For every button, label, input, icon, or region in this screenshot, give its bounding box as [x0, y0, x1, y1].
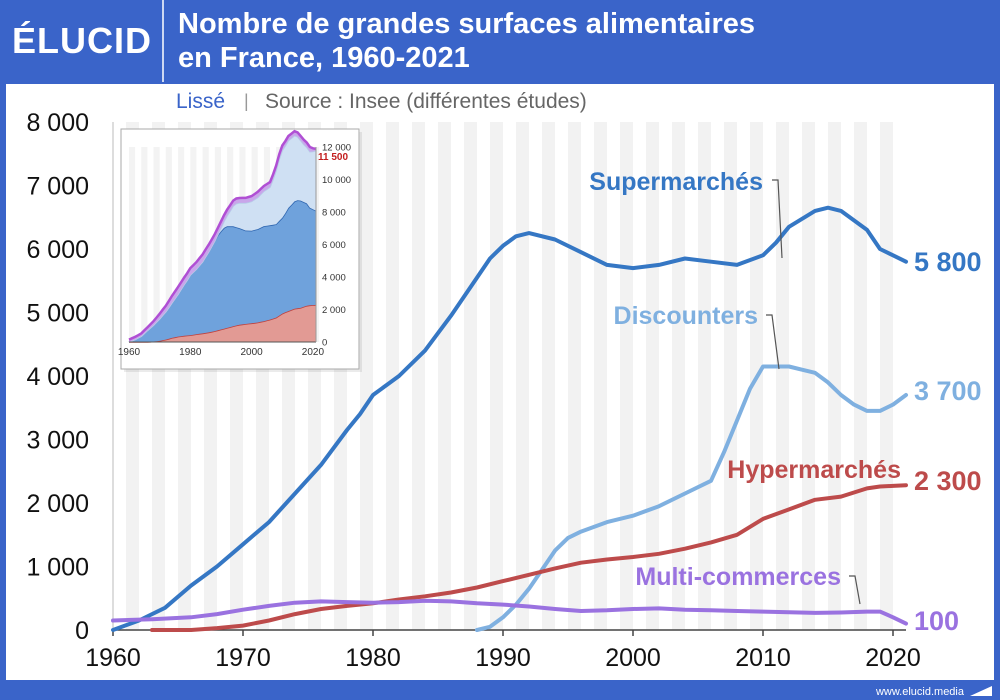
grid-band	[412, 122, 425, 630]
y-tick-label: 0	[75, 617, 89, 645]
inset-grid-band	[178, 147, 185, 342]
grid-band	[438, 122, 451, 630]
series-line	[111, 205, 908, 632]
inset-grid-band	[190, 147, 197, 342]
line-chart: Lissé | Source : Insee (différentes études…	[26, 90, 982, 672]
inset-area	[129, 200, 316, 342]
grid-band	[620, 122, 633, 630]
brand-logo[interactable]: ÉLUCID	[12, 20, 152, 61]
inset-grid-band	[153, 147, 160, 342]
chart-panel: Lissé | Source : Insee (différentes études…	[6, 84, 994, 680]
x-tick-label: 1980	[345, 644, 401, 672]
inset-total-annotation: 11 500	[318, 152, 348, 163]
grid-band	[594, 122, 607, 630]
inset-y-tick-label: 0	[322, 338, 327, 349]
subtitle-source: Source : Insee (différentes études)	[265, 90, 587, 113]
grid-band	[854, 122, 867, 630]
end-value-label: 3 700	[914, 376, 982, 406]
x-tick-label: 2020	[865, 644, 921, 672]
end-value-label: 5 800	[914, 247, 982, 277]
subtitle-separator: |	[244, 91, 249, 111]
footer-url[interactable]: www.elucid.media	[875, 686, 964, 698]
inset-grid-band	[202, 147, 209, 342]
y-tick-label: 4 000	[26, 363, 89, 391]
grid-band	[698, 122, 711, 630]
inset-y-tick-label: 4 000	[322, 273, 346, 284]
grid-band	[672, 122, 685, 630]
grid-band	[724, 122, 737, 630]
grid-band	[360, 122, 373, 630]
inset-x-tick-label: 1980	[179, 347, 202, 358]
series-name-label: Hypermarchés	[727, 456, 901, 484]
end-value-label: 2 300	[914, 466, 982, 496]
inset-y-tick-label: 8 000	[322, 208, 346, 219]
y-tick-label: 5 000	[26, 300, 89, 328]
inset-y-tick-label: 2 000	[322, 305, 346, 316]
y-tick-label: 2 000	[26, 490, 89, 518]
x-tick-label: 1960	[85, 644, 141, 672]
inset-grid-band	[141, 147, 148, 342]
page-title: Nombre de grandes surfaces alimentaires …	[178, 7, 978, 75]
header-divider	[162, 0, 164, 82]
end-value-label: 100	[914, 606, 959, 636]
series-line	[475, 364, 908, 632]
series-name-label: Supermarchés	[589, 168, 763, 196]
grid-band	[490, 122, 503, 630]
title-line-2: en France, 1960-2021	[178, 42, 470, 74]
grid-band	[802, 122, 815, 630]
series-line	[150, 483, 908, 632]
title-line-1: Nombre de grandes surfaces alimentaires	[178, 8, 756, 40]
inset-area-edge	[128, 129, 317, 341]
y-tick-label: 6 000	[26, 236, 89, 264]
x-tick-label: 2010	[735, 644, 791, 672]
leader-line	[772, 179, 783, 259]
series-name-label: Multi-commerces	[635, 563, 841, 591]
y-tick-label: 7 000	[26, 173, 89, 201]
grid-band	[828, 122, 841, 630]
grid-band	[386, 122, 399, 630]
grid-band	[646, 122, 659, 630]
y-tick-label: 1 000	[26, 554, 89, 582]
footer-logo-mark	[970, 686, 992, 696]
series-line	[111, 598, 908, 626]
header-bar: ÉLUCID Nombre de grandes surfaces alimen…	[0, 0, 1000, 82]
x-tick-label: 1990	[475, 644, 531, 672]
y-tick-label: 8 000	[26, 109, 89, 137]
grid-band	[880, 122, 893, 630]
inset-y-tick-label: 6 000	[322, 240, 346, 251]
x-tick-label: 2000	[605, 644, 661, 672]
y-tick-label: 3 000	[26, 427, 89, 455]
inset-x-tick-label: 2000	[240, 347, 263, 358]
inset-x-tick-label: 1960	[118, 347, 141, 358]
grid-band	[542, 122, 555, 630]
leader-line	[849, 575, 861, 605]
x-tick-label: 1970	[215, 644, 271, 672]
inset-grid-band	[129, 147, 136, 342]
inset-grid-band	[165, 147, 172, 342]
grid-band	[516, 122, 529, 630]
inset-area	[129, 135, 316, 342]
inset-area	[129, 304, 316, 342]
leader-line	[766, 314, 780, 370]
grid-band	[568, 122, 581, 630]
inset-y-tick-label: 12 000	[322, 143, 351, 154]
series-name-label: Discounters	[614, 302, 758, 330]
subtitle-smoothed: Lissé	[176, 90, 225, 113]
inset-x-tick-label: 2020	[302, 347, 325, 358]
inset-y-tick-label: 10 000	[322, 175, 351, 186]
grid-band	[776, 122, 789, 630]
grid-band	[464, 122, 477, 630]
